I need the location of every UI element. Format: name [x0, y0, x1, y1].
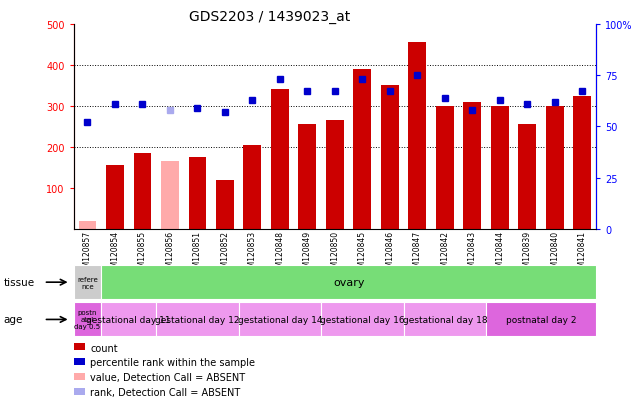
Text: GDS2203 / 1439023_at: GDS2203 / 1439023_at — [188, 10, 350, 24]
Bar — [156, 303, 238, 337]
Bar — [321, 303, 404, 337]
Bar — [299, 125, 317, 229]
Text: gestational day 18: gestational day 18 — [403, 315, 487, 324]
Text: percentile rank within the sample: percentile rank within the sample — [90, 358, 255, 368]
Bar — [271, 90, 289, 229]
Text: count: count — [90, 343, 118, 353]
Bar — [244, 145, 262, 229]
Bar — [216, 180, 234, 229]
Bar — [188, 158, 206, 229]
Bar — [404, 303, 486, 337]
Bar — [519, 125, 537, 229]
Text: refere
nce: refere nce — [77, 276, 98, 289]
Bar — [101, 303, 156, 337]
Bar — [106, 166, 124, 229]
Text: postn
atal
day 0.5: postn atal day 0.5 — [74, 310, 101, 330]
Bar — [74, 266, 101, 299]
Bar — [74, 303, 101, 337]
Text: age: age — [3, 315, 22, 325]
Text: gestational day 12: gestational day 12 — [155, 315, 240, 324]
Text: value, Detection Call = ABSENT: value, Detection Call = ABSENT — [90, 373, 246, 382]
Text: gestational day 11: gestational day 11 — [87, 315, 171, 324]
Bar — [486, 303, 596, 337]
Text: postnatal day 2: postnatal day 2 — [506, 315, 576, 324]
Bar — [574, 96, 591, 229]
Bar — [491, 107, 509, 229]
Bar — [546, 107, 564, 229]
Bar — [463, 102, 481, 229]
Text: ovary: ovary — [333, 278, 365, 287]
Bar — [326, 121, 344, 229]
Bar — [353, 70, 371, 229]
Text: rank, Detection Call = ABSENT: rank, Detection Call = ABSENT — [90, 387, 240, 397]
Bar — [408, 43, 426, 229]
Bar — [381, 86, 399, 229]
Text: gestational day 16: gestational day 16 — [320, 315, 404, 324]
Bar — [79, 222, 96, 229]
Bar — [133, 154, 151, 229]
Bar — [161, 162, 179, 229]
Bar — [436, 107, 454, 229]
Text: gestational day 14: gestational day 14 — [238, 315, 322, 324]
Text: tissue: tissue — [3, 278, 35, 287]
Bar — [238, 303, 321, 337]
